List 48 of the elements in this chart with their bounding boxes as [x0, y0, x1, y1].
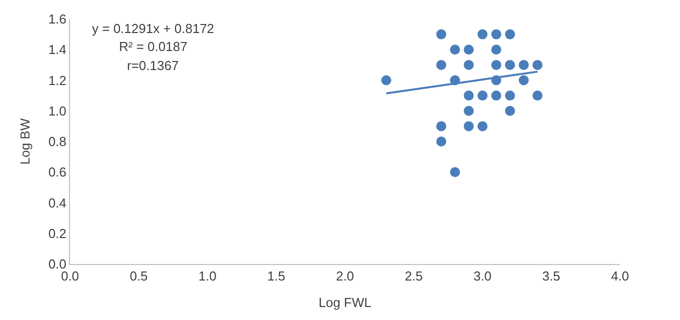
annotation: r=0.1367 [127, 58, 179, 73]
y-axis-title: Log BW [17, 118, 32, 165]
y-tick-label: 1.6 [48, 12, 66, 27]
y-tick-label: 1.0 [48, 103, 66, 118]
y-tick-label: 0.2 [48, 226, 66, 241]
annotation: y = 0.1291x + 0.8172 [92, 21, 214, 36]
x-tick-label: 3.0 [473, 268, 492, 284]
point [450, 167, 460, 178]
point [464, 90, 474, 101]
x-tick-label: 1.5 [267, 268, 286, 284]
point [436, 136, 446, 146]
x-tick-label: 0.5 [130, 268, 148, 284]
y-tick-label: 0.8 [48, 134, 66, 150]
point [478, 90, 488, 101]
y-tick-label: 1.4 [48, 42, 66, 58]
point [505, 90, 515, 101]
point [532, 60, 542, 70]
point [491, 90, 502, 101]
point [436, 121, 446, 132]
y-tick-label: 1.2 [48, 72, 66, 88]
point [505, 29, 515, 40]
point [464, 106, 474, 116]
y-tick-label: 0.4 [48, 195, 66, 210]
x-axis-title: Log FWL [318, 295, 372, 310]
point [505, 60, 515, 70]
y-tick-label: 0.6 [48, 164, 66, 180]
annotation: R² = 0.0187 [119, 39, 188, 54]
point [436, 60, 446, 70]
point [518, 60, 529, 70]
point [518, 75, 529, 86]
point [450, 44, 460, 55]
point [464, 60, 474, 70]
point [464, 44, 474, 55]
point [491, 29, 502, 40]
point [532, 90, 542, 101]
x-tick-label: 1.0 [198, 268, 217, 284]
point [464, 121, 474, 132]
point [381, 75, 392, 86]
point [478, 29, 488, 40]
point [491, 44, 502, 55]
point [478, 121, 488, 132]
point [491, 60, 502, 70]
x-tick-label: 3.5 [542, 268, 560, 284]
x-tick-label: 2.0 [336, 268, 354, 284]
x-tick-label: 2.5 [404, 268, 423, 284]
point [505, 106, 515, 116]
x-tick-label: 4.0 [610, 268, 630, 284]
point [436, 29, 446, 40]
